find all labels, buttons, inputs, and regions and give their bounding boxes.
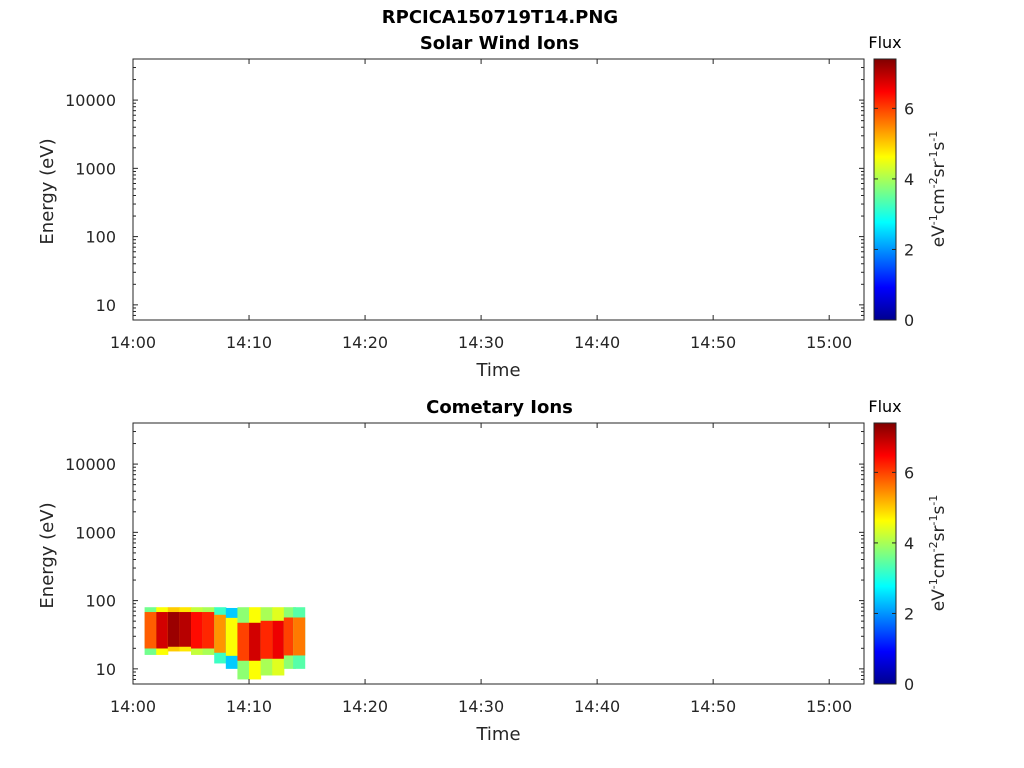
x-tick-label: 14:00 <box>110 333 156 352</box>
unit-exponent: -1 <box>927 214 940 225</box>
plot-area <box>133 59 864 320</box>
y-tick-label: 10 <box>96 660 116 679</box>
colorbar-tick-label: 6 <box>904 99 914 118</box>
unit-base: eV <box>929 589 949 611</box>
unit-exponent: -1 <box>927 515 940 526</box>
axes-frame <box>132 58 865 321</box>
colorbar-tick-label: 2 <box>904 604 914 623</box>
heatmap-cell <box>156 612 169 649</box>
panel-title: Cometary Ions <box>426 397 573 418</box>
colorbar-tick-label: 0 <box>904 675 914 694</box>
x-axis-label: Time <box>475 724 520 745</box>
colorbar-tick-label: 4 <box>904 170 914 189</box>
y-tick-label: 10 <box>96 296 116 315</box>
colorbar-tick-label: 2 <box>904 240 914 259</box>
x-tick-label: 15:00 <box>806 697 852 716</box>
axes-frame <box>132 422 865 685</box>
y-tick-label: 1000 <box>75 159 116 178</box>
x-tick-label: 14:30 <box>458 697 504 716</box>
x-tick-label: 14:10 <box>226 697 272 716</box>
heatmap-cell <box>225 617 238 656</box>
unit-exponent: -1 <box>927 495 940 506</box>
unit-base: cm <box>929 188 949 214</box>
colorbar <box>873 58 897 321</box>
unit-base: eV <box>929 225 949 247</box>
x-tick-label: 14:20 <box>342 333 388 352</box>
heatmap-cell <box>214 614 227 653</box>
heatmap-cell <box>237 622 250 661</box>
y-tick-label: 1000 <box>75 523 116 542</box>
heatmap-cell <box>191 612 204 649</box>
x-tick-label: 14:20 <box>342 697 388 716</box>
unit-base: s <box>929 142 949 151</box>
heatmap-cell <box>272 620 285 659</box>
colorbar-unit-label: eV-1cm-2sr-1s-1 <box>927 495 949 612</box>
heatmap-cell <box>293 617 306 656</box>
y-axis-label: Energy (eV) <box>37 138 58 244</box>
heatmap-cell <box>167 612 180 647</box>
x-tick-label: 14:40 <box>574 333 620 352</box>
y-tick-label: 100 <box>85 592 116 611</box>
unit-base: sr <box>929 525 949 541</box>
unit-exponent: -2 <box>927 541 940 552</box>
heatmap-cells <box>144 607 306 680</box>
x-axis-label: Time <box>475 360 520 381</box>
y-axis-label: Energy (eV) <box>37 502 58 608</box>
heatmap-cell <box>260 620 273 659</box>
unit-base: cm <box>929 552 949 578</box>
x-tick-label: 14:40 <box>574 697 620 716</box>
colorbar-tick-label: 4 <box>904 534 914 553</box>
colorbar-unit-label: eV-1cm-2sr-1s-1 <box>927 131 949 248</box>
x-tick-label: 14:10 <box>226 333 272 352</box>
heatmap-cell <box>144 612 157 649</box>
unit-base: sr <box>929 161 949 177</box>
y-tick-label: 100 <box>85 228 116 247</box>
heatmap-cell <box>179 612 192 647</box>
panel-title: Solar Wind Ions <box>420 33 579 54</box>
x-tick-label: 14:00 <box>110 697 156 716</box>
spectrogram-panel: 14:00 14:10 14:20 14:30 14:40 14:50 15:00 10 100… <box>37 397 949 745</box>
heatmap-cell <box>283 617 296 656</box>
heatmap-cell <box>249 622 262 661</box>
colorbar-label: Flux <box>868 397 901 416</box>
heatmap-cell <box>202 612 215 649</box>
figure-title: RPCICA150719T14.PNG <box>381 7 619 28</box>
colorbar-tick-label: 6 <box>904 463 914 482</box>
y-tick-label: 10000 <box>65 91 116 110</box>
unit-exponent: -1 <box>927 578 940 589</box>
unit-base: s <box>929 506 949 515</box>
colorbar-label: Flux <box>868 33 901 52</box>
spectrogram-panel: 14:00 14:10 14:20 14:30 14:40 14:50 15:00 10 100… <box>37 33 949 381</box>
colorbar-tick-label: 0 <box>904 311 914 330</box>
x-tick-label: 14:30 <box>458 333 504 352</box>
unit-exponent: -1 <box>927 131 940 142</box>
x-tick-label: 14:50 <box>690 697 736 716</box>
y-tick-label: 10000 <box>65 455 116 474</box>
x-tick-label: 15:00 <box>806 333 852 352</box>
unit-exponent: -1 <box>927 151 940 162</box>
colorbar <box>873 422 897 685</box>
unit-exponent: -2 <box>927 177 940 188</box>
x-tick-label: 14:50 <box>690 333 736 352</box>
